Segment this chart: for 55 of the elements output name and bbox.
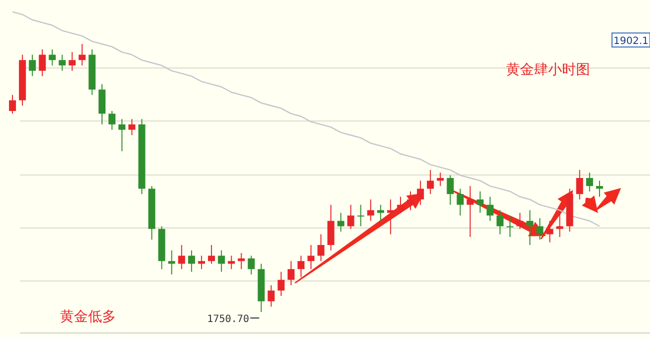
candlestick <box>367 198 374 222</box>
candlestick <box>298 255 305 278</box>
candlestick <box>168 250 176 275</box>
candlestick <box>506 215 514 238</box>
candlestick <box>188 250 196 272</box>
candlestick <box>268 284 275 308</box>
candlestick <box>436 172 444 187</box>
candlestick <box>307 244 314 270</box>
candlestick <box>48 48 56 66</box>
candlestick <box>546 220 554 243</box>
candlestick <box>387 198 394 235</box>
candlestick <box>248 255 255 275</box>
candlestick <box>58 54 66 72</box>
candlestick <box>456 188 464 216</box>
candlestick <box>278 271 285 296</box>
candlestick <box>78 44 86 66</box>
candlestick <box>596 180 604 198</box>
candlestick <box>377 204 384 222</box>
candlestick <box>38 48 46 77</box>
candlestick <box>337 212 344 232</box>
candlestick <box>466 186 474 238</box>
candlestick <box>516 212 524 230</box>
candlestick <box>108 110 116 130</box>
candlestick <box>238 252 245 270</box>
candlestick <box>446 174 454 206</box>
candlestick <box>218 250 225 272</box>
candlestick <box>317 234 324 262</box>
candlestick <box>357 204 364 227</box>
candlestick <box>406 190 414 211</box>
candlestick <box>68 52 76 72</box>
text: 黄金肆小时图 <box>506 62 590 78</box>
candlestick <box>476 190 484 214</box>
text: 1750.70 <box>207 314 250 325</box>
candlestick <box>576 169 584 200</box>
candlestick <box>426 169 434 195</box>
annotation: 黄金低多 <box>60 309 116 325</box>
candlestick <box>198 255 206 270</box>
candlestick <box>586 172 594 192</box>
candlestick <box>28 54 36 77</box>
text: 1902.1 <box>614 36 648 47</box>
candlestick <box>347 204 354 230</box>
candlestick <box>128 118 136 136</box>
candlestick <box>556 212 564 238</box>
candlestick <box>397 196 404 214</box>
candlestick <box>288 260 295 286</box>
candlestick <box>536 218 544 240</box>
candlestick <box>8 94 16 114</box>
candlestick <box>208 244 215 264</box>
candlestick <box>228 255 235 270</box>
candlestick <box>178 244 186 270</box>
candlestick <box>486 196 494 222</box>
candlestick <box>496 210 504 235</box>
candlestick <box>526 210 534 246</box>
candlestick <box>118 118 126 152</box>
candlestick <box>416 180 424 206</box>
